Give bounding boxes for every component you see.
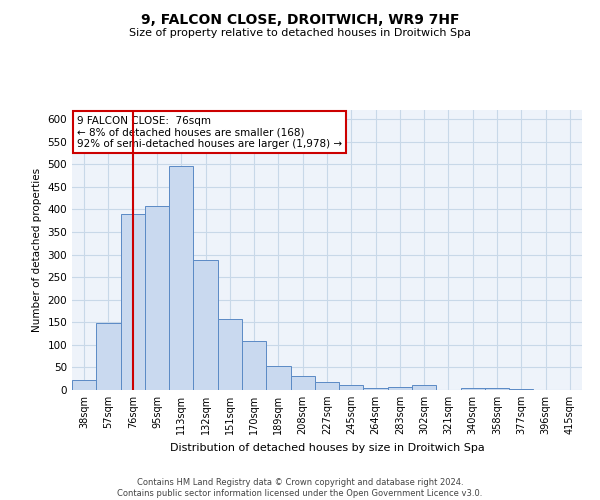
Text: Size of property relative to detached houses in Droitwich Spa: Size of property relative to detached ho…: [129, 28, 471, 38]
Bar: [339, 384, 364, 390]
Bar: [412, 386, 436, 390]
Bar: [388, 387, 412, 390]
Bar: [509, 388, 533, 390]
Bar: [290, 376, 315, 390]
Text: 9, FALCON CLOSE, DROITWICH, WR9 7HF: 9, FALCON CLOSE, DROITWICH, WR9 7HF: [141, 12, 459, 26]
Text: Contains HM Land Registry data © Crown copyright and database right 2024.
Contai: Contains HM Land Registry data © Crown c…: [118, 478, 482, 498]
Bar: [461, 388, 485, 390]
Bar: [485, 388, 509, 390]
Bar: [193, 260, 218, 390]
Bar: [364, 388, 388, 390]
Bar: [266, 366, 290, 390]
Y-axis label: Number of detached properties: Number of detached properties: [32, 168, 42, 332]
Bar: [96, 323, 121, 390]
Bar: [72, 380, 96, 390]
Bar: [169, 166, 193, 390]
Bar: [315, 382, 339, 390]
Bar: [218, 318, 242, 390]
Bar: [121, 214, 145, 390]
Bar: [242, 341, 266, 390]
Bar: [145, 206, 169, 390]
Text: 9 FALCON CLOSE:  76sqm
← 8% of detached houses are smaller (168)
92% of semi-det: 9 FALCON CLOSE: 76sqm ← 8% of detached h…: [77, 116, 342, 149]
X-axis label: Distribution of detached houses by size in Droitwich Spa: Distribution of detached houses by size …: [170, 442, 484, 452]
